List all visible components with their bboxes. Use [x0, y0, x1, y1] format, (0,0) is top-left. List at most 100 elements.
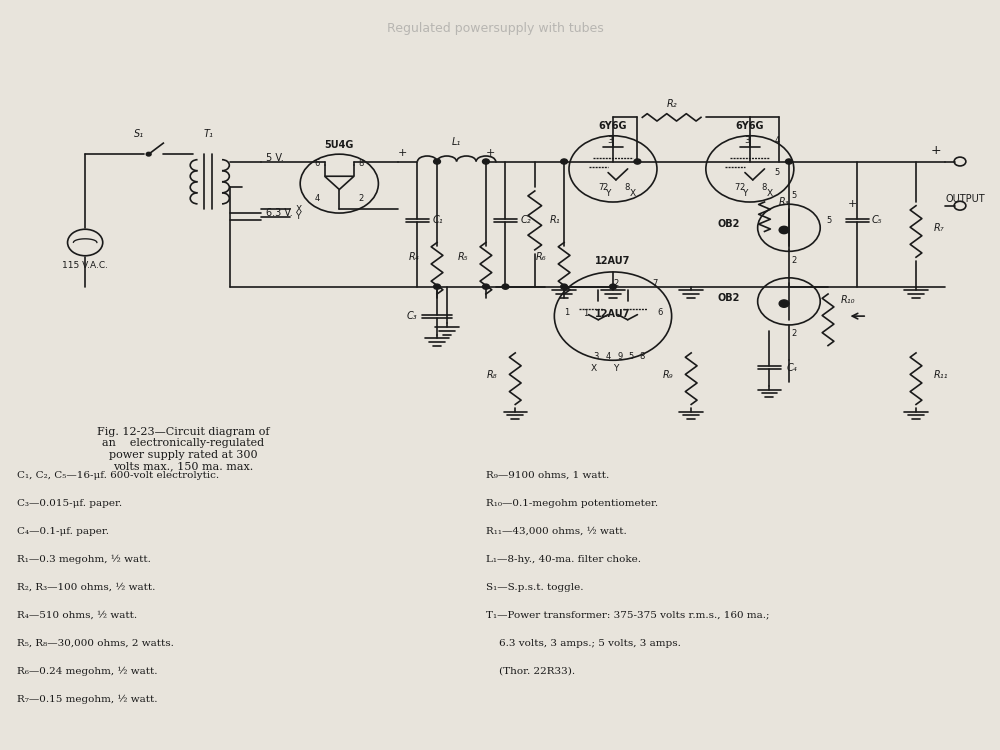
Text: 5: 5 — [628, 352, 633, 361]
Text: 9: 9 — [617, 352, 622, 361]
Text: R₄—510 ohms, ½ watt.: R₄—510 ohms, ½ watt. — [17, 610, 137, 620]
Text: R₅, R₈—30,000 ohms, 2 watts.: R₅, R₈—30,000 ohms, 2 watts. — [17, 638, 174, 647]
Text: R₁₁: R₁₁ — [934, 370, 948, 380]
Text: C₄—0.1-μf. paper.: C₄—0.1-μf. paper. — [17, 526, 109, 536]
Text: 8: 8 — [640, 352, 645, 361]
Text: Fig. 12-23—Circuit diagram of
an    electronically-regulated
power supply rated : Fig. 12-23—Circuit diagram of an electro… — [97, 427, 269, 471]
Text: R₇—0.15 megohm, ½ watt.: R₇—0.15 megohm, ½ watt. — [17, 694, 157, 703]
Text: (Thor. 22R33).: (Thor. 22R33). — [486, 667, 575, 676]
Text: 12AU7: 12AU7 — [595, 256, 631, 266]
Text: 4: 4 — [605, 352, 611, 361]
Text: 115 V.A.C.: 115 V.A.C. — [62, 261, 108, 270]
Text: 3: 3 — [607, 136, 613, 145]
Text: 6: 6 — [314, 158, 320, 167]
Text: C₂: C₂ — [520, 215, 531, 226]
Text: 6Y6G: 6Y6G — [736, 121, 764, 130]
Text: 1: 1 — [583, 310, 589, 319]
Text: X: X — [766, 190, 772, 199]
Text: C₅: C₅ — [872, 215, 883, 226]
Circle shape — [779, 226, 789, 234]
Text: 5 V.: 5 V. — [266, 153, 284, 163]
Circle shape — [786, 159, 792, 164]
Text: 8: 8 — [625, 183, 630, 192]
Circle shape — [434, 159, 440, 164]
Text: +: + — [398, 148, 408, 158]
Text: R₂: R₂ — [666, 98, 677, 109]
Text: R₃: R₃ — [779, 197, 790, 207]
Circle shape — [779, 300, 789, 307]
Text: R₁₀—0.1-megohm potentiometer.: R₁₀—0.1-megohm potentiometer. — [486, 499, 658, 508]
Text: L₁—8-hy., 40-ma. filter choke.: L₁—8-hy., 40-ma. filter choke. — [486, 554, 641, 563]
Text: R₁₀: R₁₀ — [840, 295, 855, 305]
Text: 7: 7 — [735, 183, 740, 192]
Text: X: X — [295, 205, 301, 214]
Text: 6: 6 — [657, 308, 662, 317]
Text: 5U4G: 5U4G — [325, 140, 354, 151]
Circle shape — [561, 284, 568, 290]
Text: +: + — [930, 144, 941, 157]
Text: 1: 1 — [564, 308, 569, 317]
Circle shape — [482, 159, 489, 164]
Text: R₉: R₉ — [663, 370, 674, 380]
Text: C₃: C₃ — [407, 311, 417, 321]
Text: 6.3 V.: 6.3 V. — [266, 208, 293, 218]
Text: 6.3 volts, 3 amps.; 5 volts, 3 amps.: 6.3 volts, 3 amps.; 5 volts, 3 amps. — [486, 638, 681, 647]
Text: +: + — [486, 148, 495, 158]
Text: 2: 2 — [740, 183, 745, 192]
Text: 2: 2 — [791, 329, 796, 338]
Text: 7: 7 — [652, 279, 657, 288]
Text: Y: Y — [605, 190, 611, 199]
Text: OUTPUT: OUTPUT — [945, 194, 985, 204]
Text: 6Y6G: 6Y6G — [599, 121, 627, 130]
Text: Y: Y — [613, 364, 619, 373]
Text: X: X — [590, 364, 596, 373]
Text: L₁: L₁ — [452, 136, 461, 147]
Text: C₁: C₁ — [432, 215, 443, 226]
Text: 8: 8 — [359, 158, 364, 167]
Text: R₁₁—43,000 ohms, ½ watt.: R₁₁—43,000 ohms, ½ watt. — [486, 526, 627, 536]
Text: C₄: C₄ — [787, 363, 798, 373]
Circle shape — [146, 152, 151, 156]
Text: S₁—S.p.s.t. toggle.: S₁—S.p.s.t. toggle. — [486, 583, 583, 592]
Text: C₁, C₂, C₅—16-μf. 600-volt electrolytic.: C₁, C₂, C₅—16-μf. 600-volt electrolytic. — [17, 471, 219, 480]
Text: S₁: S₁ — [134, 130, 144, 140]
Text: 7: 7 — [598, 183, 603, 192]
Text: R₅: R₅ — [458, 252, 468, 262]
Text: 4: 4 — [774, 136, 780, 145]
Text: OB2: OB2 — [718, 292, 740, 303]
Text: 2: 2 — [613, 279, 618, 288]
Text: 12AU7: 12AU7 — [595, 309, 631, 319]
Text: +: + — [848, 200, 857, 209]
Text: 2: 2 — [791, 256, 796, 265]
Text: C₃—0.015-μf. paper.: C₃—0.015-μf. paper. — [17, 499, 122, 508]
Text: T₁: T₁ — [203, 130, 213, 140]
Circle shape — [482, 284, 489, 290]
Circle shape — [502, 284, 509, 290]
Text: 3: 3 — [593, 352, 598, 361]
Circle shape — [610, 284, 616, 290]
Text: R₆—0.24 megohm, ½ watt.: R₆—0.24 megohm, ½ watt. — [17, 667, 157, 676]
Text: Regulated powersupply with tubes: Regulated powersupply with tubes — [387, 22, 604, 34]
Text: 2: 2 — [603, 183, 608, 192]
Text: T₁—Power transformer: 375-375 volts r.m.s., 160 ma.;: T₁—Power transformer: 375-375 volts r.m.… — [486, 610, 769, 620]
Text: R₈: R₈ — [487, 370, 498, 380]
Text: OB2: OB2 — [718, 219, 740, 229]
Text: 3: 3 — [744, 136, 750, 145]
Text: R₆: R₆ — [536, 252, 547, 262]
Circle shape — [434, 284, 440, 290]
Text: 5: 5 — [791, 190, 796, 200]
Text: R₇: R₇ — [934, 223, 944, 232]
Text: R₁: R₁ — [549, 215, 560, 226]
Text: Y: Y — [742, 190, 748, 199]
Text: R₂, R₃—100 ohms, ½ watt.: R₂, R₃—100 ohms, ½ watt. — [17, 583, 155, 592]
Text: R₁—0.3 megohm, ½ watt.: R₁—0.3 megohm, ½ watt. — [17, 554, 151, 564]
Text: 2: 2 — [359, 194, 364, 202]
Text: 8: 8 — [762, 183, 767, 192]
Circle shape — [634, 159, 641, 164]
Text: R₄: R₄ — [409, 252, 419, 262]
Text: 4: 4 — [314, 194, 320, 202]
Text: X: X — [629, 190, 636, 199]
Text: 5: 5 — [826, 216, 831, 225]
Text: 5: 5 — [774, 168, 780, 177]
Circle shape — [561, 159, 568, 164]
